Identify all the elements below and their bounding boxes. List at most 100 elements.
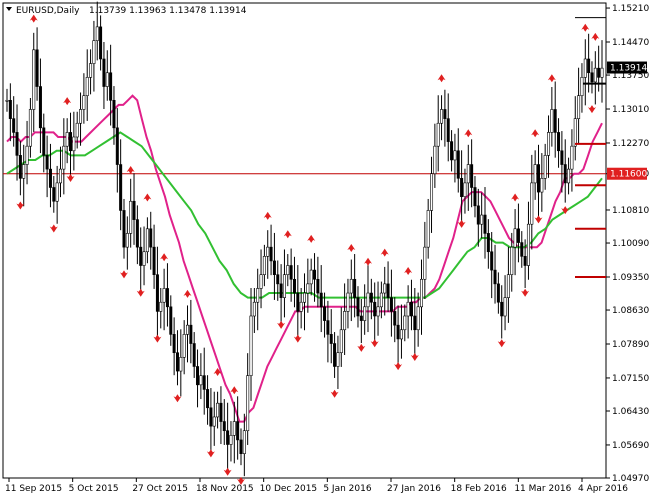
candle-body (12, 118, 16, 133)
candle-body (376, 306, 380, 317)
y-tick-label: 1.14470 (612, 38, 649, 48)
candle-body (476, 205, 480, 225)
candle-body (493, 269, 497, 285)
candle-body (456, 150, 460, 179)
candle-body (302, 292, 306, 303)
fractal-up-arrow (511, 193, 520, 202)
x-tick-label: 5 Oct 2015 (69, 484, 119, 494)
fractal-up-arrow (364, 257, 373, 266)
ohlc-values: 1.13739 1.13963 1.13478 1.13914 (89, 6, 247, 16)
right-markers (575, 17, 606, 278)
x-tick-label: 27 Jan 2016 (387, 484, 441, 494)
candle-body (135, 219, 139, 248)
candle-body (139, 246, 143, 266)
level-badge: 1.11600 (607, 167, 647, 180)
candle-body (38, 86, 42, 129)
candle-body (259, 274, 263, 289)
candle-body (423, 246, 427, 280)
candle-body (239, 439, 243, 454)
candle-body (262, 256, 266, 275)
fractal-up-arrow (213, 367, 222, 376)
candle-body (403, 315, 407, 331)
fractal-down-arrow (394, 362, 403, 371)
y-tick-label: 1.15210 (612, 4, 649, 14)
candle-body (313, 269, 317, 280)
fractal-up-arrow (531, 129, 540, 138)
fractal-down-arrow (136, 288, 145, 297)
candle-body (112, 99, 116, 129)
candle-body (373, 301, 377, 317)
candle-body (356, 297, 360, 317)
fractal-up-arrow (380, 248, 389, 257)
fractal-down-arrow (497, 339, 506, 348)
fractal-down-arrow (534, 215, 543, 224)
candle-body (216, 402, 220, 418)
candle-body (419, 278, 423, 308)
x-tick-label: 11 Mar 2016 (514, 484, 571, 494)
candle-body (577, 95, 581, 119)
chart-header: EURUSD,Daily 1.13739 1.13963 1.13478 1.1… (6, 6, 247, 16)
candle-body (480, 214, 484, 225)
candle-body (389, 297, 393, 312)
candle-body (85, 77, 89, 97)
candle-body (506, 274, 510, 298)
candle-body (206, 389, 210, 409)
candle-body (105, 72, 109, 87)
candle-body (8, 99, 12, 119)
candle-body (366, 292, 370, 308)
candle-body (409, 301, 413, 317)
candle-body (383, 283, 387, 294)
candle-body (490, 251, 494, 271)
candle-body (132, 200, 136, 220)
candle-body (125, 233, 129, 248)
candle-body (323, 306, 327, 321)
candle-body (162, 288, 166, 303)
fractal-up-arrow (63, 97, 72, 106)
candle-body (18, 155, 22, 179)
candle-body (99, 26, 103, 60)
candle-body (587, 58, 591, 74)
candle-body (443, 109, 447, 119)
candle-body (510, 246, 514, 275)
candle-body (413, 315, 417, 331)
fractal-down-arrow (277, 320, 286, 329)
y-tick-label: 1.07150 (612, 374, 649, 384)
candle-body (209, 407, 213, 427)
fractal-up-arrow (464, 129, 473, 138)
collapse-arrow-icon[interactable] (6, 7, 12, 11)
candle-body (533, 164, 537, 184)
candle-body (152, 246, 156, 275)
fractal-up-arrow (307, 234, 316, 243)
y-tick-label: 1.08630 (612, 306, 649, 316)
candle-body (252, 301, 256, 317)
candle-body (433, 145, 437, 175)
y-tick-label: 1.10810 (612, 206, 649, 216)
candle-body (172, 334, 176, 354)
candle-body (450, 141, 454, 161)
candle-body (42, 127, 46, 156)
candle-body (276, 274, 280, 285)
y-tick-label: 1.09350 (612, 273, 649, 283)
candle-body (109, 72, 113, 101)
candle-body (516, 228, 520, 243)
candle-body (155, 274, 159, 312)
x-tick-label: 10 Dec 2015 (260, 484, 318, 494)
candle-body (590, 72, 594, 83)
candle-body (129, 200, 133, 234)
candle-body (212, 416, 216, 427)
x-tick-label: 5 Jan 2016 (323, 484, 371, 494)
candle-body (296, 292, 300, 312)
candle-body (186, 324, 190, 335)
candle-body (279, 283, 283, 298)
candle-body (82, 95, 86, 110)
y-tick-label: 1.13010 (612, 105, 649, 115)
candle-body (28, 109, 32, 147)
candle-body (503, 297, 507, 317)
fractal-down-arrow (66, 174, 75, 183)
price-badge-box (607, 61, 647, 74)
fractal-up-arrow (437, 74, 446, 83)
fractal-up-arrow (263, 211, 272, 220)
y-tick-label: 1.13750 (612, 71, 649, 81)
